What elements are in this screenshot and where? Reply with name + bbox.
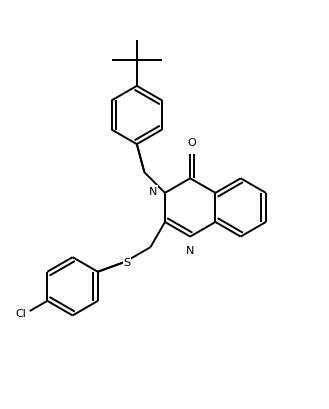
Text: N: N (149, 187, 158, 196)
Text: O: O (188, 138, 196, 148)
Text: Cl: Cl (15, 308, 26, 318)
Text: N: N (186, 245, 194, 256)
Text: S: S (123, 257, 131, 267)
